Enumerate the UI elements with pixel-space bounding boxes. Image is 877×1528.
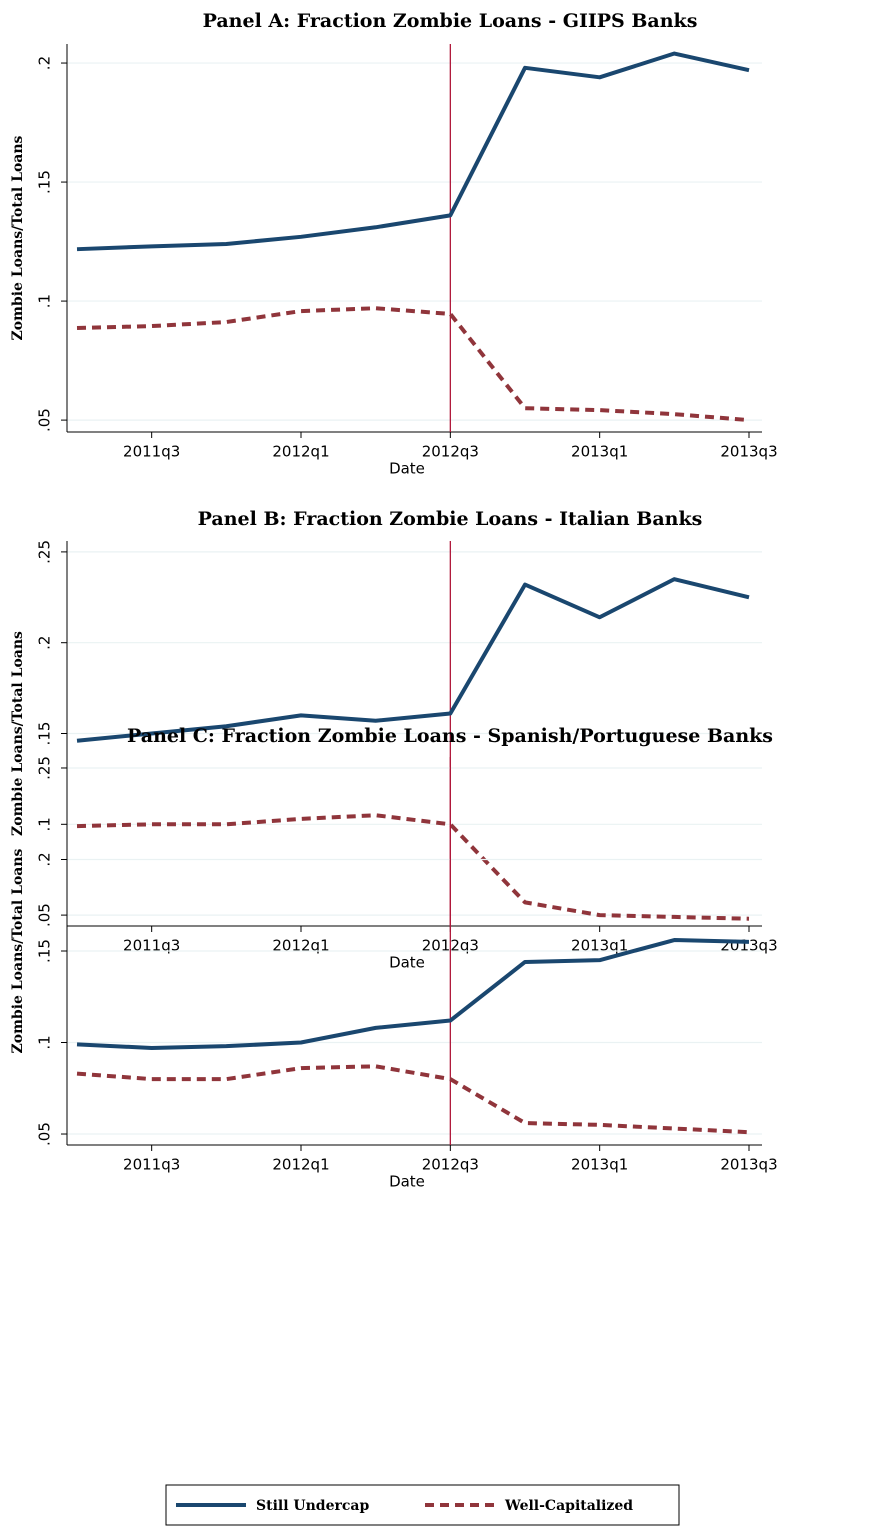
x-axis-label: Date bbox=[389, 460, 425, 478]
x-tick-label: 2011q3 bbox=[123, 1156, 180, 1174]
series-line bbox=[76, 577, 750, 743]
x-tick-label: 2012q1 bbox=[272, 443, 329, 461]
chart-title: Panel C: Fraction Zombie Loans - Spanish… bbox=[127, 725, 773, 747]
x-tick-label: 2012q1 bbox=[272, 937, 329, 955]
series-line bbox=[76, 938, 750, 1050]
x-tick-label: 2013q1 bbox=[571, 443, 628, 461]
chart-title: Panel B: Fraction Zombie Loans - Italian… bbox=[198, 508, 703, 530]
y-tick-label: .2 bbox=[36, 852, 54, 866]
y-tick-label: .1 bbox=[36, 1035, 54, 1049]
legend-box bbox=[165, 1484, 680, 1526]
x-tick-label: 2013q1 bbox=[571, 937, 628, 955]
x-tick-label: 2011q3 bbox=[123, 443, 180, 461]
x-tick-label: 2013q3 bbox=[720, 1156, 777, 1174]
y-axis-label: Zombie Loans/Total Loans bbox=[10, 848, 26, 1053]
y-tick-label: .25 bbox=[36, 756, 54, 780]
legend-label: Still Undercap bbox=[256, 1498, 369, 1514]
legend-label: Well-Capitalized bbox=[504, 1498, 633, 1514]
y-tick-label: .05 bbox=[36, 903, 54, 927]
x-tick-label: 2012q1 bbox=[272, 1156, 329, 1174]
x-tick-label: 2013q3 bbox=[720, 443, 777, 461]
y-tick-label: .2 bbox=[36, 636, 54, 650]
x-tick-label: 2012q3 bbox=[422, 1156, 479, 1174]
y-tick-label: .1 bbox=[36, 817, 54, 831]
x-tick-label: 2013q3 bbox=[720, 937, 777, 955]
y-tick-label: .05 bbox=[36, 408, 54, 432]
chart-title: Panel A: Fraction Zombie Loans - GIIPS B… bbox=[203, 10, 698, 32]
x-axis-label: Date bbox=[389, 1173, 425, 1191]
y-tick-label: .1 bbox=[36, 294, 54, 308]
x-tick-label: 2011q3 bbox=[123, 937, 180, 955]
x-tick-label: 2012q3 bbox=[422, 443, 479, 461]
y-tick-label: .05 bbox=[36, 1122, 54, 1146]
x-tick-label: 2013q1 bbox=[571, 1156, 628, 1174]
x-axis-label: Date bbox=[389, 954, 425, 972]
y-tick-label: .15 bbox=[36, 722, 54, 746]
y-tick-label: .15 bbox=[36, 170, 54, 194]
y-tick-label: .15 bbox=[36, 939, 54, 963]
y-axis-label: Zombie Loans/Total Loans bbox=[10, 135, 26, 340]
series-line bbox=[76, 813, 750, 921]
y-tick-label: .2 bbox=[36, 56, 54, 70]
series-line bbox=[76, 51, 750, 252]
series-line bbox=[76, 306, 750, 423]
y-tick-label: .25 bbox=[36, 540, 54, 564]
series-line bbox=[76, 1064, 750, 1135]
y-axis-label: Zombie Loans/Total Loans bbox=[10, 631, 26, 836]
